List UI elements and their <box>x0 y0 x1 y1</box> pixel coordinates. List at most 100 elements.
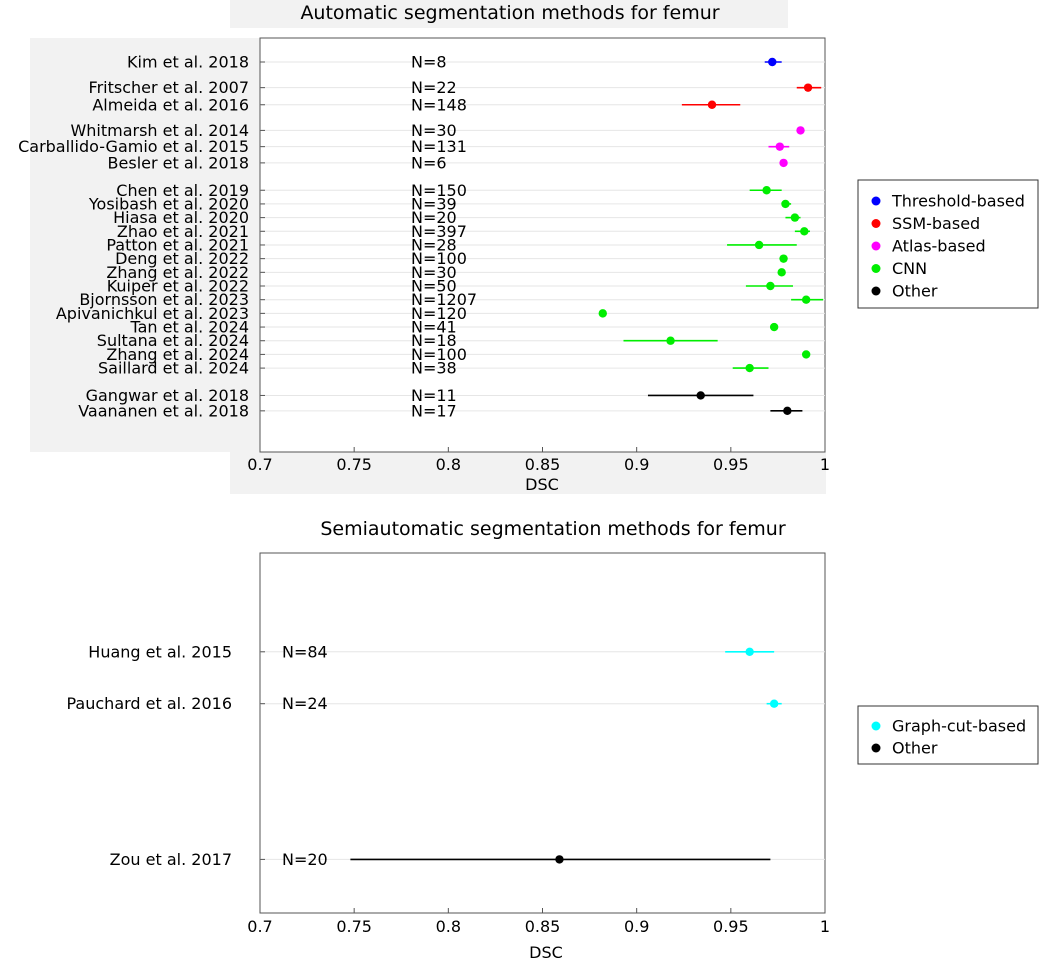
legend-marker-other <box>871 286 881 296</box>
chart-title: Automatic segmentation methods for femur <box>300 2 719 24</box>
x-axis-label: DSC <box>525 475 559 494</box>
mean-point <box>766 281 775 291</box>
sample-size-label: N=131 <box>411 137 467 156</box>
label-panel-background <box>30 38 260 452</box>
sample-size-label: N=30 <box>411 121 457 140</box>
x-axis-label: DSC <box>529 943 563 962</box>
axis-label-background <box>230 452 826 494</box>
study-label-almeida-et-al-2016: Almeida et al. 2016 <box>92 95 249 114</box>
x-tick-label: 0.95 <box>713 455 749 474</box>
sample-sizes: N=84 N=24 N=20 <box>282 642 328 869</box>
legend-marker-atlas-based <box>871 241 881 251</box>
sample-size-label: N=150 <box>411 181 467 200</box>
study-label-whitmarsh-et-al-2014: Whitmarsh et al. 2014 <box>70 121 249 140</box>
legend-marker-cnn <box>871 264 881 273</box>
sample-size-label: N=11 <box>411 386 457 405</box>
mean-point <box>775 142 784 151</box>
sample-size-label: N=17 <box>411 401 457 420</box>
data-marks <box>598 57 824 416</box>
mean-point <box>707 100 717 109</box>
study-label-vaananen-et-al-2018: Vaananen et al. 2018 <box>78 401 249 420</box>
mean-point <box>790 213 800 222</box>
legend-box <box>857 705 1039 765</box>
mean-point <box>800 227 809 236</box>
x-axis-ticks: 0.7 0.75 0.8 0.85 0.9 0.95 1 <box>247 447 830 474</box>
study-label-tan-et-al-2024: Tan et al. 2024 <box>130 318 250 337</box>
mean-point <box>779 254 788 263</box>
sample-size-label: N=100 <box>411 345 467 364</box>
x-axis-ticks: 0.7 0.75 0.8 0.85 0.9 0.95 1 <box>247 908 830 936</box>
study-label-deng-et-al-2022: Deng et al. 2022 <box>115 249 249 268</box>
sample-size-label: N=39 <box>411 194 457 213</box>
mean-point <box>801 295 811 304</box>
study-label-chen-et-al-2019: Chen et al. 2019 <box>116 181 249 200</box>
sample-size-label: N=22 <box>411 78 457 97</box>
study-label-besler-et-al-2018: Besler et al. 2018 <box>108 153 249 172</box>
row-gridlines <box>260 61 825 412</box>
mean-point <box>796 126 805 135</box>
mean-point <box>666 336 675 345</box>
x-tick-label: 0.7 <box>247 455 272 474</box>
legend-items: Graph-cut-based Other <box>871 717 1026 758</box>
mean-point <box>696 391 705 400</box>
mean-point <box>768 57 777 67</box>
x-tick-label: 0.75 <box>336 455 372 474</box>
study-label-yosibash-et-al-2020: Yosibash et al. 2020 <box>88 194 249 213</box>
x-tick-label: 0.8 <box>436 917 461 936</box>
x-tick-label: 0.85 <box>525 455 561 474</box>
study-label-kim-et-al-2018: Kim et al. 2018 <box>127 53 249 72</box>
data-marks <box>350 647 782 864</box>
legend-label-atlas-based: Atlas-based <box>892 237 986 256</box>
legend-label-threshold-based: Threshold-based <box>891 192 1025 211</box>
study-label-zhao-et-al-2021: Zhao et al. 2021 <box>117 222 249 241</box>
study-label-zou-et-al-2017: Zou et al. 2017 <box>110 850 232 869</box>
study-label-kuiper-et-al-2022: Kuiper et al. 2022 <box>107 277 249 296</box>
mean-point <box>555 855 564 864</box>
mean-point <box>769 322 779 332</box>
x-tick-label: 0.8 <box>436 455 461 474</box>
sample-size-label: N=20 <box>411 208 457 227</box>
study-label-patton-et-al-2021: Patton et al. 2021 <box>106 235 249 254</box>
study-labels: Huang et al. 2015 Pauchard et al. 2016 Zou… <box>67 642 233 869</box>
legend-items: Threshold-based SSM-based Atlas-based CNN Ot… <box>871 192 1025 301</box>
study-label-bjornsson-et-al-2023: Bjornsson et al. 2023 <box>79 290 249 309</box>
sample-size-label: N=50 <box>411 277 457 296</box>
sample-size-label: N=6 <box>411 153 447 172</box>
study-label-zhang-et-al-2024: Zhang et al. 2024 <box>106 345 249 364</box>
legend-marker-other <box>871 743 881 753</box>
study-label-huang-et-al-2015: Huang et al. 2015 <box>88 642 232 661</box>
mean-point <box>779 158 788 168</box>
study-label-saillard-et-al-2024: Saillard et al. 2024 <box>98 359 249 378</box>
study-label-sultana-et-al-2024: Sultana et al. 2024 <box>97 331 249 350</box>
legend-marker-threshold-based <box>871 196 881 206</box>
sample-size-label: N=38 <box>411 359 457 378</box>
sample-size-label: N=20 <box>282 850 328 869</box>
x-tick-label: 0.75 <box>336 917 372 936</box>
legend-label-ssm-based: SSM-based <box>892 214 980 233</box>
mean-point <box>745 647 754 656</box>
legend-label-other: Other <box>892 282 938 301</box>
x-tick-label: 0.9 <box>624 917 649 936</box>
x-tick-label: 1 <box>820 455 830 474</box>
sample-size-label: N=1207 <box>411 290 477 309</box>
sample-sizes: N=8N=22N=148N=30N=131N=6N=150N=39N=20N=3… <box>411 53 477 421</box>
x-tick-label: 1 <box>820 917 830 936</box>
sample-size-label: N=148 <box>411 95 467 114</box>
legend-marker-graph-cut-based <box>871 721 881 731</box>
sample-size-label: N=28 <box>411 235 457 254</box>
sample-size-label: N=120 <box>411 304 467 323</box>
mean-point <box>783 406 792 416</box>
legend: Graph-cut-based Other <box>857 705 1039 765</box>
mean-point <box>598 309 607 318</box>
legend: Threshold-based SSM-based Atlas-based CNN Ot… <box>857 179 1039 309</box>
legend-label-graph-cut-based: Graph-cut-based <box>892 717 1026 736</box>
mean-point <box>777 268 786 277</box>
legend-label-other: Other <box>892 739 938 758</box>
chart-title: Semiautomatic segmentation methods for f… <box>320 518 785 540</box>
mean-point <box>754 240 764 250</box>
x-tick-label: 0.85 <box>525 917 561 936</box>
sample-size-label: N=30 <box>411 263 457 282</box>
mean-point <box>769 699 779 708</box>
study-label-zhang-et-al-2022: Zhang et al. 2022 <box>106 263 249 282</box>
